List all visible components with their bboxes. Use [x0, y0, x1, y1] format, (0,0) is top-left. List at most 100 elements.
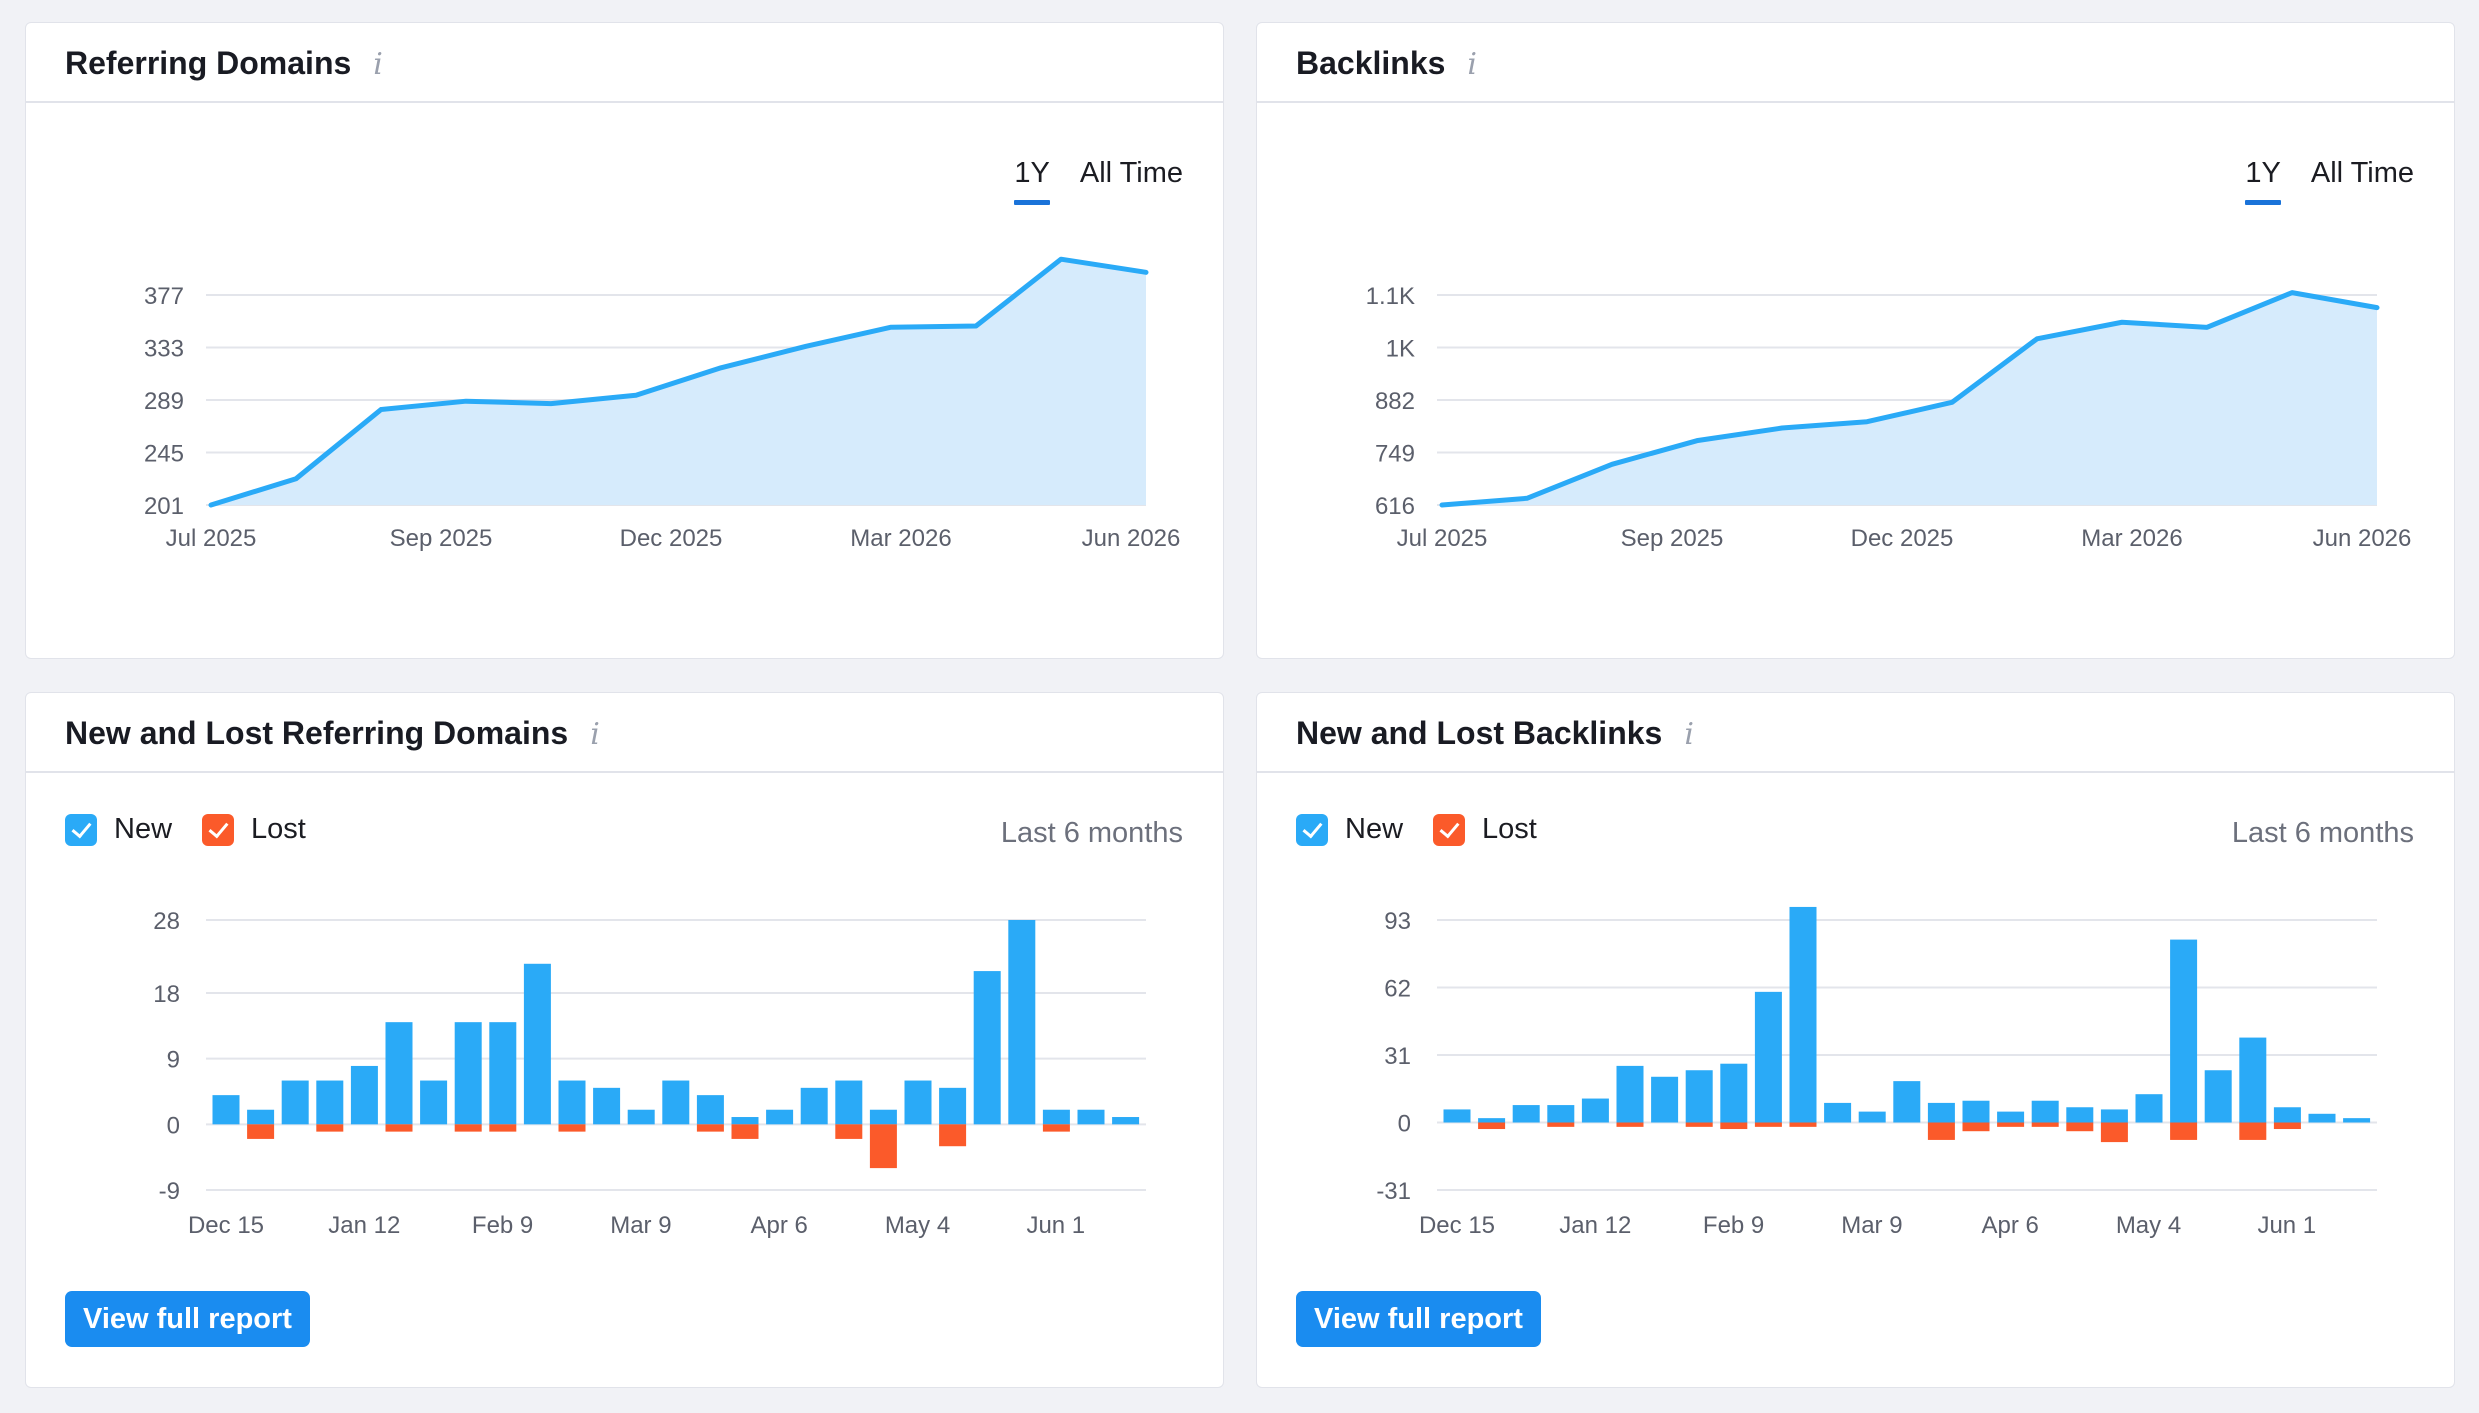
y-tick-label: 28 — [153, 908, 180, 935]
legend-new[interactable]: New — [65, 813, 172, 846]
bar-new — [558, 1080, 586, 1125]
card-title: New and Lost Backlinks i — [1296, 693, 1694, 775]
bar-lost — [835, 1124, 863, 1139]
y-tick-label: 18 — [153, 981, 180, 1008]
bar-new — [2343, 1118, 2371, 1123]
bar-lost — [1616, 1122, 1644, 1127]
bar-new — [2170, 939, 2198, 1123]
bar-new — [350, 1065, 378, 1125]
bar-new — [1547, 1105, 1575, 1123]
bar-lost — [1927, 1122, 1955, 1140]
bar-new — [212, 1095, 240, 1125]
x-tick-label: Apr 6 — [1982, 1212, 2039, 1239]
bar-new — [523, 963, 551, 1125]
card-header: Backlinks i — [1257, 23, 2454, 103]
y-tick-label: 93 — [1384, 908, 1411, 935]
bar-new — [1858, 1111, 1886, 1123]
new-lost-referring-domains-card: New and Lost Referring Domains i New Lost … — [25, 692, 1224, 1388]
bar-new — [1789, 906, 1817, 1123]
checkbox-check-icon[interactable] — [202, 813, 235, 846]
bar-lost — [2170, 1122, 2198, 1140]
bar-new — [420, 1080, 448, 1125]
y-tick-label: 9 — [167, 1047, 180, 1074]
tab-all-time[interactable]: All Time — [2310, 157, 2414, 189]
bar-lost — [385, 1124, 413, 1132]
bar-new — [247, 1109, 275, 1125]
bar-lost — [869, 1124, 897, 1169]
bar-new — [1077, 1109, 1105, 1125]
checkbox-check-icon[interactable] — [1433, 813, 1466, 846]
referring-domains-chart: 201 245 289 333 377 Jul 2025 Sep 2025 Dec 2025 M… — [144, 256, 1181, 552]
bar-new — [973, 971, 1001, 1125]
bar-new — [696, 1095, 724, 1125]
x-tick-label: Jun 2026 — [1082, 525, 1181, 552]
x-tick-label: Dec 2025 — [620, 525, 723, 552]
x-tick-label: Jun 2026 — [2313, 525, 2412, 552]
period-label: Last 6 months — [1000, 817, 1183, 849]
bar-new — [1581, 1098, 1609, 1123]
x-tick-label: Mar 2026 — [2081, 525, 2182, 552]
checkbox-check-icon[interactable] — [1296, 813, 1328, 846]
bar-new — [1962, 1100, 1990, 1123]
x-tick-label: Sep 2025 — [390, 525, 493, 552]
bar-lost — [1478, 1122, 1506, 1130]
info-icon[interactable]: i — [1467, 47, 1478, 82]
backlinks-card: Backlinks i 1Y All Time 616 749 882 1K 1.1K Jul… — [1256, 22, 2455, 659]
view-full-report-button[interactable]: View full report — [65, 1291, 310, 1347]
y-tick-label: 0 — [1398, 1111, 1411, 1138]
bar-new — [2308, 1113, 2336, 1123]
legend: New Lost — [1296, 813, 1567, 853]
x-tick-label: May 4 — [2116, 1212, 2181, 1239]
y-tick-label: 31 — [1384, 1043, 1411, 1070]
x-tick-label: Mar 2026 — [850, 525, 951, 552]
bar-new — [835, 1080, 863, 1125]
bar-new — [1112, 1117, 1140, 1125]
tab-1y[interactable]: 1Y — [2245, 153, 2282, 205]
range-tabs: 1Y All Time — [984, 153, 1183, 223]
legend-new-label: New — [114, 813, 173, 845]
bar-new — [385, 1022, 413, 1125]
y-tick-label: 201 — [144, 493, 184, 520]
bar-new — [1824, 1102, 1852, 1123]
x-tick-label: Jul 2025 — [166, 525, 257, 552]
bar-lost — [1789, 1122, 1817, 1127]
y-tick-label: 749 — [1375, 441, 1415, 468]
y-tick-label: 62 — [1384, 976, 1411, 1003]
bar-new — [281, 1080, 309, 1125]
bar-new — [869, 1109, 897, 1125]
x-tick-label: Jan 12 — [328, 1212, 400, 1239]
bar-new — [2204, 1070, 2232, 1123]
legend-lost[interactable]: Lost — [1433, 813, 1537, 846]
bar-lost — [2031, 1122, 2059, 1127]
x-tick-label: Dec 2025 — [1851, 525, 1954, 552]
bar-lost — [2273, 1122, 2301, 1130]
new-lost-backlinks-card: New and Lost Backlinks i New Lost Last 6 m… — [1256, 692, 2455, 1388]
bar-new — [2031, 1100, 2059, 1123]
bar-new — [627, 1109, 655, 1125]
view-full-report-button[interactable]: View full report — [1296, 1291, 1541, 1347]
info-icon[interactable]: i — [590, 717, 600, 752]
tab-all-time[interactable]: All Time — [1079, 157, 1183, 189]
y-tick-label: 0 — [167, 1112, 180, 1139]
checkbox-check-icon[interactable] — [65, 813, 97, 846]
bar-new — [2066, 1107, 2094, 1123]
legend-lost[interactable]: Lost — [202, 813, 306, 846]
bar-new — [1512, 1105, 1540, 1123]
info-icon[interactable]: i — [1684, 717, 1694, 752]
x-tick-label: Mar 9 — [610, 1212, 671, 1239]
bar-lost — [1685, 1122, 1713, 1127]
info-icon[interactable]: i — [373, 47, 383, 82]
bar-lost — [1962, 1122, 1990, 1132]
x-tick-label: Mar 9 — [1841, 1212, 1902, 1239]
tab-1y[interactable]: 1Y — [1014, 153, 1051, 205]
bar-lost — [1720, 1122, 1748, 1130]
y-tick-label: 377 — [144, 283, 184, 310]
referring-domains-card: Referring Domains i 1Y All Time 201 245 289 3… — [25, 22, 1224, 659]
bar-lost — [489, 1124, 517, 1132]
bar-lost — [454, 1124, 482, 1132]
legend-new[interactable]: New — [1296, 813, 1403, 846]
series-line — [208, 256, 1149, 508]
x-tick-label: Sep 2025 — [1621, 525, 1724, 552]
y-tick-label: 333 — [144, 336, 184, 363]
legend-lost-label: Lost — [1482, 813, 1537, 845]
